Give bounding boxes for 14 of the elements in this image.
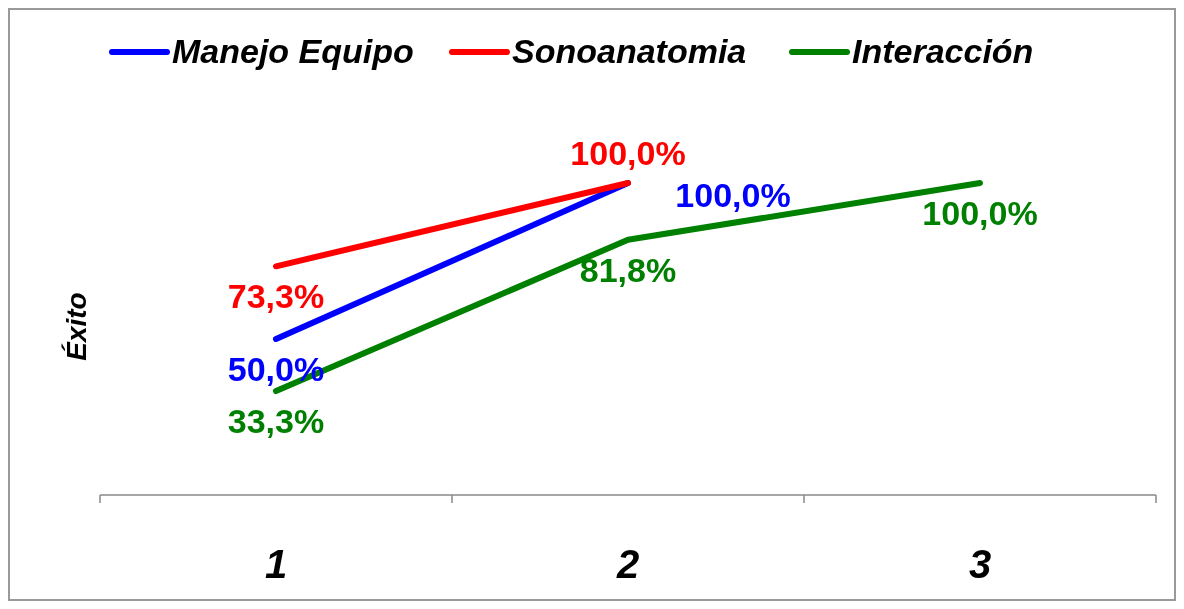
x-tick-label: 1 <box>264 542 288 586</box>
data-label: 73,3% <box>227 277 325 316</box>
legend-label: Manejo Equipo <box>172 32 414 70</box>
data-label: 100,0% <box>922 194 1038 232</box>
x-tick-label: 3 <box>968 542 992 586</box>
data-label: 100,0% <box>570 134 686 172</box>
x-tick-label: 2 <box>615 542 640 586</box>
data-label: 33,3% <box>227 402 325 441</box>
data-label: 81,8% <box>579 250 677 289</box>
legend-label: Sonoanatomia <box>512 32 747 70</box>
data-label: 50,0% <box>227 350 325 388</box>
y-axis-title: Éxito <box>61 292 92 361</box>
data-label: 100,0% <box>675 176 791 214</box>
legend-label: Interacción <box>852 32 1034 70</box>
